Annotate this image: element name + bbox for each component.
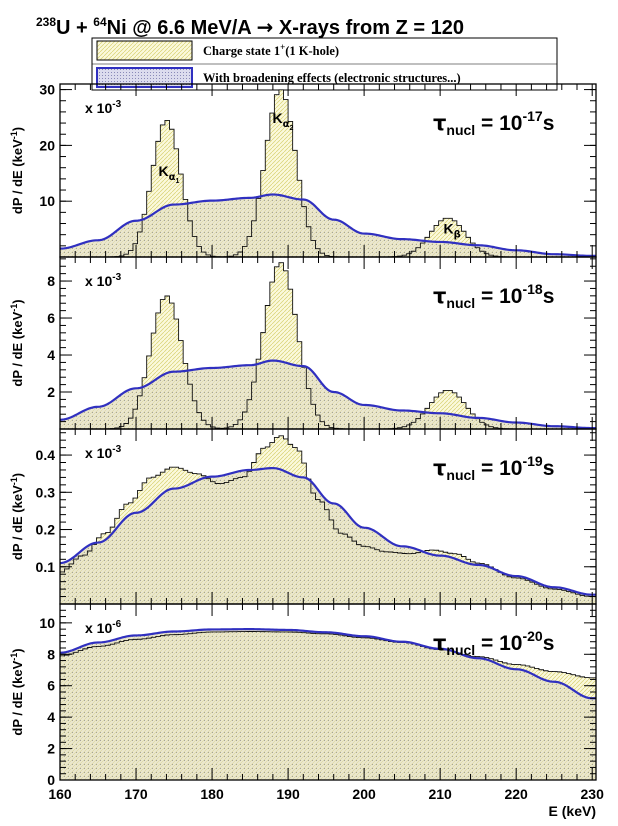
x-tick-label: 230 xyxy=(581,786,605,802)
tau-label: τnucl = 10-19s xyxy=(433,453,554,483)
legend-entry-charge-state: Charge state 1+(1 K-hole) xyxy=(203,42,339,58)
charge-state-hist-line xyxy=(60,435,596,604)
x-tick-label: 160 xyxy=(48,786,72,802)
peak-label: Kβ xyxy=(444,221,461,241)
y-multiplier: x 10-3 xyxy=(85,99,122,116)
y-tick-label: 2 xyxy=(47,741,55,757)
title-mass-1: 238 xyxy=(36,15,56,29)
y-tick-label: 6 xyxy=(47,678,55,694)
panel-4: 0 2 4 6 8 10 dP / dE (keV-1) x 10-6 τnucl = 10-2… xyxy=(9,603,605,819)
x-tick-label: 180 xyxy=(200,786,224,802)
y-tick-label: 2 xyxy=(47,384,55,400)
y-tick-label: 4 xyxy=(47,709,55,725)
peak-label: Kα2 xyxy=(272,110,293,132)
legend-swatch-broadening xyxy=(96,67,193,88)
broadening-fill xyxy=(60,468,596,604)
title-sym-1: U + xyxy=(56,17,93,39)
legend-swatch-charge-state xyxy=(96,40,193,61)
charge-state-hist-fill xyxy=(60,262,596,429)
x-tick-label: 210 xyxy=(428,786,452,802)
panel-2: 2 4 6 8 dP / dE (keV-1) x 10-3 τnucl = 10-18s xyxy=(9,256,597,430)
legend: Charge state 1+(1 K-hole) With broadenin… xyxy=(91,37,558,91)
y-tick-label: 0.1 xyxy=(36,559,56,575)
broadening-curve xyxy=(60,193,596,257)
x-axis-label: E (keV) xyxy=(549,803,596,819)
y-tick-label: 0.2 xyxy=(36,522,56,538)
y-tick-label: 30 xyxy=(39,82,55,98)
plot-area-2 xyxy=(60,262,596,429)
panel-3: 0.1 0.2 0.3 0.4 dP / dE (keV-1) x 10-3 τnucl =… xyxy=(9,428,597,605)
y-axis-label: dP / dE (keV-1) xyxy=(9,127,25,214)
broadening-curve xyxy=(60,466,596,596)
broadening-curve xyxy=(60,628,596,700)
y-multiplier: x 10-3 xyxy=(85,272,122,289)
y-axis-label: dP / dE (keV-1) xyxy=(9,299,25,386)
y-tick-label: 8 xyxy=(47,273,55,289)
y-tick-label: 0 xyxy=(47,772,55,788)
x-tick-label: 170 xyxy=(124,786,148,802)
tau-label: τnucl = 10-17s xyxy=(433,108,554,138)
x-tick-label: 220 xyxy=(504,786,528,802)
charge-state-hist-line xyxy=(60,262,596,429)
chart-title: 238U + 64Ni @ 6.6 MeV/A → X-rays from Z … xyxy=(36,15,464,39)
y-axis-label: dP / dE (keV-1) xyxy=(9,648,25,735)
y-tick-label: 4 xyxy=(47,347,55,363)
broadening-fill xyxy=(60,629,596,780)
x-tick-label: 190 xyxy=(276,786,300,802)
legend-entry-broadening: With broadening effects (electronic stru… xyxy=(203,71,461,85)
y-tick-label: 8 xyxy=(47,646,55,662)
title-mass-2: 64 xyxy=(93,15,107,29)
charge-state-hist-line xyxy=(60,631,596,780)
charge-state-hist-fill xyxy=(60,89,596,257)
peak-label: Kα1 xyxy=(158,163,179,185)
tau-label: τnucl = 10-18s xyxy=(433,281,554,311)
tau-label: τnucl = 10-20s xyxy=(433,628,554,658)
broadening-curve xyxy=(60,359,596,429)
broadening-fill xyxy=(60,194,596,257)
y-multiplier: x 10-3 xyxy=(85,444,122,461)
y-tick-label: 10 xyxy=(39,615,55,631)
plot-area-1 xyxy=(60,89,596,257)
y-tick-label: 20 xyxy=(39,137,55,153)
broadening-fill xyxy=(60,360,596,429)
title-sym-2: Ni @ 6.6 MeV/A xyxy=(107,17,257,39)
panel-1: 10 20 30 dP / dE (keV-1) x 10-3 τnucl = 10-17… xyxy=(9,82,597,258)
x-tick-label: 200 xyxy=(352,786,376,802)
title-rest: X-rays from Z = 120 xyxy=(273,17,464,39)
y-tick-label: 0.4 xyxy=(36,447,56,463)
y-multiplier: x 10-6 xyxy=(85,619,122,636)
plot-area-3 xyxy=(60,435,596,604)
title-arrow: → xyxy=(257,15,274,39)
y-tick-label: 10 xyxy=(39,193,55,209)
y-tick-label: 6 xyxy=(47,310,55,326)
y-tick-label: 0.3 xyxy=(36,484,56,500)
plot-area-4 xyxy=(60,628,596,780)
y-axis-label: dP / dE (keV-1) xyxy=(9,473,25,560)
